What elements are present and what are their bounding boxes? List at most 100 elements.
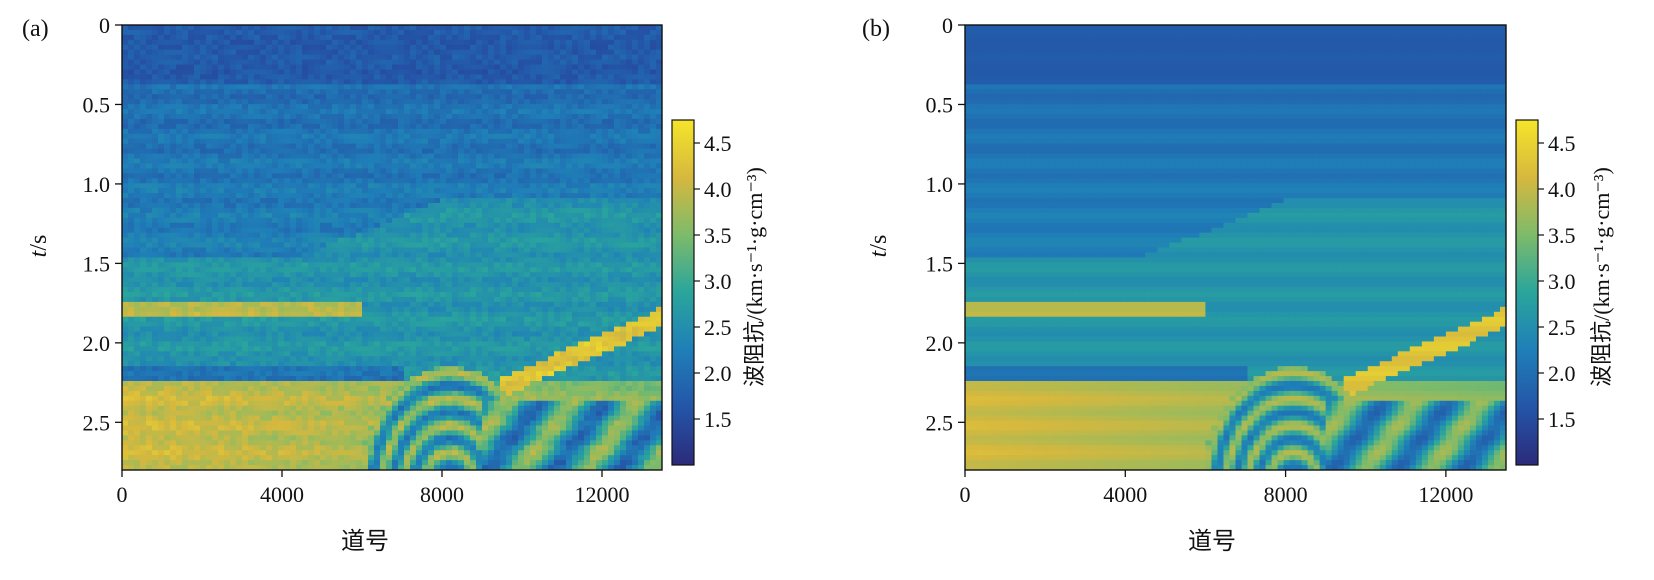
heatmap-cell [422, 237, 429, 244]
heatmap-cell [338, 153, 345, 160]
heatmap-cell [296, 64, 303, 71]
heatmap-cell [236, 247, 243, 254]
heatmap-cell [332, 133, 339, 140]
heatmap-cell [410, 123, 417, 130]
heatmap-cell [314, 282, 321, 288]
heatmap-cell [152, 59, 159, 66]
heatmap-cell [374, 331, 381, 338]
heatmap-cell [338, 163, 345, 169]
heatmap-cell [428, 351, 435, 357]
heatmap-cell [314, 445, 321, 451]
heatmap-cell [188, 99, 195, 105]
heatmap-cell [440, 267, 447, 273]
heatmap-cell [410, 207, 417, 214]
heatmap-cell [314, 237, 321, 244]
heatmap-cell [200, 341, 207, 347]
heatmap-cell [164, 336, 171, 343]
heatmap-cell [236, 232, 243, 239]
heatmap-cell [380, 366, 387, 372]
heatmap-cell [434, 465, 441, 470]
heatmap-cell [320, 143, 327, 150]
heatmap-cell [290, 346, 297, 352]
heatmap-cell [230, 287, 237, 293]
heatmap-cell [278, 445, 285, 451]
heatmap-cell [416, 217, 423, 224]
heatmap-cell [332, 262, 339, 268]
heatmap-cell [122, 163, 129, 169]
heatmap-cell [326, 321, 333, 328]
heatmap-cell [278, 188, 285, 194]
heatmap-cell [236, 242, 243, 249]
heatmap-cell [266, 39, 273, 46]
heatmap-cell [296, 178, 303, 184]
heatmap-cell [182, 282, 189, 288]
heatmap-cell [242, 371, 249, 377]
heatmap-cell [434, 84, 441, 90]
heatmap-cell [206, 306, 213, 313]
heatmap-cell [356, 39, 363, 46]
heatmap-cell [272, 178, 279, 184]
heatmap-cell [428, 64, 435, 71]
heatmap-cell [434, 217, 441, 224]
heatmap-cell [206, 188, 213, 194]
heatmap-cell [236, 405, 243, 412]
heatmap-cell [170, 34, 177, 41]
heatmap-cell [410, 346, 417, 352]
heatmap-cell [194, 222, 201, 229]
heatmap-cell [404, 128, 411, 135]
heatmap-cell [164, 128, 171, 135]
heatmap-cell [344, 440, 351, 446]
heatmap-cell [398, 64, 405, 71]
heatmap-cell [296, 203, 303, 209]
heatmap-cell [362, 227, 369, 234]
heatmap-cell [152, 198, 159, 204]
heatmap-cell [284, 123, 291, 130]
heatmap-cell [152, 99, 159, 105]
heatmap-cell [200, 128, 207, 135]
heatmap-cell [152, 321, 159, 328]
heatmap-cell [236, 410, 243, 417]
heatmap-cell [314, 346, 321, 352]
heatmap-cell [230, 188, 237, 194]
heatmap-cell [248, 44, 255, 51]
heatmap-cell [368, 203, 375, 209]
heatmap-cell [146, 89, 153, 95]
heatmap-cell [230, 148, 237, 155]
heatmap-cell [350, 450, 357, 456]
heatmap-cell [218, 89, 225, 95]
heatmap-cell [320, 79, 327, 85]
heatmap-cell [446, 351, 453, 357]
heatmap-cell [440, 123, 447, 130]
heatmap-cell [146, 84, 153, 90]
heatmap-cell [350, 158, 357, 165]
heatmap-cell [134, 306, 141, 313]
heatmap-cell [338, 465, 345, 470]
heatmap-cell [200, 400, 207, 407]
heatmap-cell [170, 99, 177, 105]
heatmap-cell [200, 405, 207, 412]
heatmap-cell [284, 450, 291, 456]
heatmap-cell [386, 168, 393, 174]
heatmap-cell [368, 207, 375, 214]
heatmap-cell [170, 371, 177, 377]
heatmap-cell [152, 267, 159, 273]
heatmap-cell [320, 69, 327, 76]
heatmap-cell [326, 54, 333, 61]
heatmap-cell [338, 64, 345, 71]
heatmap-cell [212, 341, 219, 347]
heatmap-cell [158, 415, 165, 422]
heatmap-cell [332, 277, 339, 283]
heatmap-cell [158, 44, 165, 51]
heatmap-cell [290, 316, 297, 323]
heatmap-cell [272, 405, 279, 412]
heatmap-cell [230, 29, 237, 36]
heatmap-cell [296, 109, 303, 115]
heatmap-cell [260, 25, 267, 31]
heatmap-cell [194, 198, 201, 204]
heatmap-cell [128, 366, 135, 372]
heatmap-cell [368, 277, 375, 283]
heatmap-cell [176, 74, 183, 80]
heatmap-cell [236, 99, 243, 105]
heatmap-cell [242, 49, 249, 56]
heatmap-cell [362, 356, 369, 362]
